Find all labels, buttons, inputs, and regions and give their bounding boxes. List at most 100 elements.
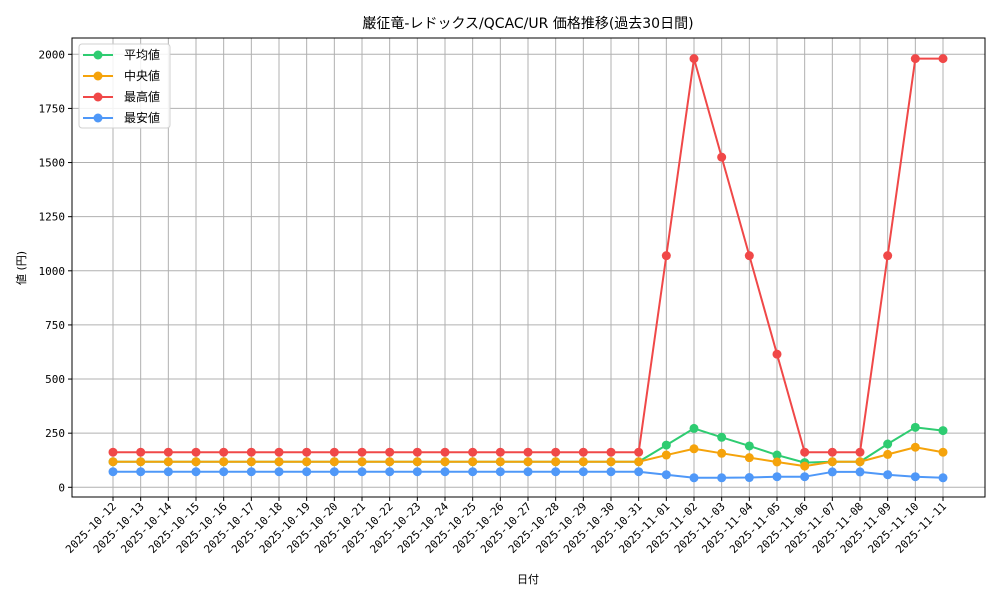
data-point (578, 457, 588, 467)
data-point (274, 467, 284, 477)
data-point (163, 467, 173, 477)
data-point (468, 457, 478, 467)
data-point (855, 457, 865, 467)
data-point (219, 457, 229, 467)
data-point (385, 457, 395, 467)
data-point (551, 467, 561, 477)
data-point (634, 447, 644, 457)
data-point (523, 457, 533, 467)
data-point (108, 457, 118, 467)
data-point (495, 467, 505, 477)
data-point (357, 447, 367, 457)
y-tick-label: 750 (45, 319, 65, 332)
data-point (357, 457, 367, 467)
legend-marker-icon (93, 50, 103, 60)
data-point (523, 447, 533, 457)
legend-marker-icon (93, 71, 103, 81)
data-point (855, 447, 865, 457)
data-point (938, 447, 948, 457)
data-point (385, 447, 395, 457)
data-point (246, 447, 256, 457)
data-point (163, 457, 173, 467)
data-point (910, 442, 920, 452)
data-point (108, 447, 118, 457)
data-point (827, 467, 837, 477)
data-point (772, 457, 782, 467)
x-axis-ticks: 2025-10-122025-10-132025-10-142025-10-15… (63, 497, 949, 556)
data-point (495, 457, 505, 467)
data-point (495, 447, 505, 457)
data-point (108, 467, 118, 477)
data-point (661, 251, 671, 261)
series-line (108, 442, 948, 471)
data-point (274, 457, 284, 467)
data-point (606, 447, 616, 457)
legend-label: 中央値 (124, 68, 160, 83)
data-point (744, 453, 754, 463)
data-point (219, 467, 229, 477)
data-point (551, 457, 561, 467)
data-point (800, 447, 810, 457)
y-axis-ticks: 0 250 500 750 1000 1250 1500 1750 2000 (39, 48, 72, 494)
data-point (689, 444, 699, 454)
data-point (938, 426, 948, 436)
data-point (772, 450, 782, 460)
data-point (136, 457, 146, 467)
data-series (108, 54, 948, 483)
data-point (661, 470, 671, 480)
data-point (385, 467, 395, 477)
data-point (744, 441, 754, 451)
data-point (661, 450, 671, 460)
legend-label: 最高値 (124, 89, 160, 104)
data-point (938, 54, 948, 64)
data-point (800, 461, 810, 471)
data-point (689, 54, 699, 64)
data-point (302, 457, 312, 467)
x-axis-label: 日付 (517, 573, 539, 586)
y-tick-label: 250 (45, 427, 65, 440)
data-point (191, 457, 201, 467)
data-point (329, 447, 339, 457)
y-axis-label: 値 (円) (15, 251, 28, 285)
data-point (523, 467, 533, 477)
legend-marker-icon (93, 92, 103, 102)
data-point (219, 447, 229, 457)
data-point (634, 467, 644, 477)
data-point (329, 457, 339, 467)
y-tick-label: 1500 (39, 157, 66, 170)
data-point (357, 467, 367, 477)
data-point (689, 473, 699, 483)
legend-label: 最安値 (124, 110, 160, 125)
data-point (855, 467, 865, 477)
data-point (717, 432, 727, 442)
data-point (938, 473, 948, 483)
y-tick-label: 1750 (39, 102, 66, 115)
data-point (468, 467, 478, 477)
y-tick-label: 1250 (39, 211, 66, 224)
data-point (302, 447, 312, 457)
data-point (246, 457, 256, 467)
data-point (440, 457, 450, 467)
data-point (606, 457, 616, 467)
data-point (578, 447, 588, 457)
data-point (744, 251, 754, 261)
data-point (551, 447, 561, 457)
data-point (800, 472, 810, 482)
data-point (440, 467, 450, 477)
data-point (136, 467, 146, 477)
data-point (661, 440, 671, 450)
chart-title: 巌征竜-レドックス/QCAC/UR 価格推移(過去30日間) (362, 15, 693, 32)
data-point (412, 467, 422, 477)
data-point (191, 467, 201, 477)
y-tick-label: 500 (45, 373, 65, 386)
data-point (827, 447, 837, 457)
data-point (717, 152, 727, 162)
y-tick-label: 0 (58, 481, 65, 494)
data-point (468, 447, 478, 457)
data-point (883, 251, 893, 261)
data-point (412, 457, 422, 467)
data-point (827, 457, 837, 467)
legend-label: 平均値 (124, 47, 160, 62)
data-point (163, 447, 173, 457)
